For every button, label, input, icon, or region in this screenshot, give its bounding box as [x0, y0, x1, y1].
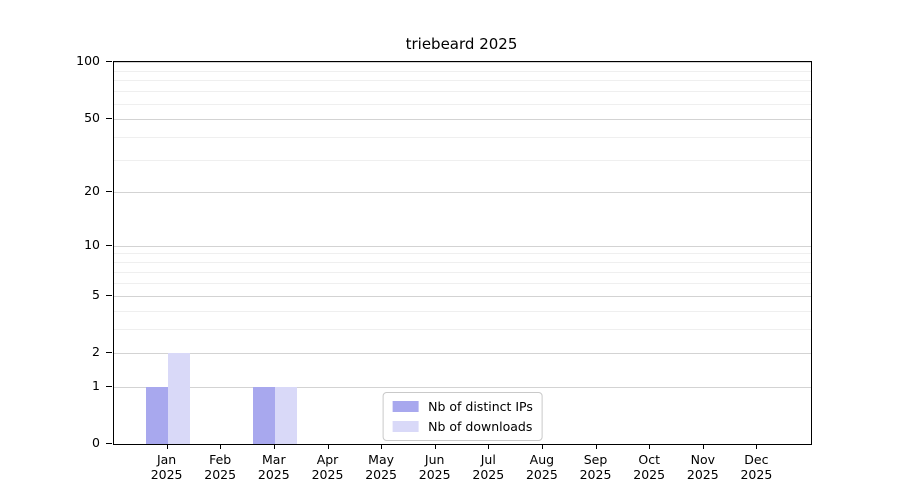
x-tick-mark: [702, 444, 704, 449]
x-tick-label: May 2025: [365, 452, 397, 482]
x-tick-mark: [756, 444, 758, 449]
y-tick-mark: [106, 294, 112, 296]
major-gridline: [114, 62, 811, 63]
minor-gridline: [114, 329, 811, 331]
x-tick-label: Jan 2025: [150, 452, 183, 482]
x-tick-label: Apr 2025: [311, 452, 344, 482]
x-tick-label: Aug 2025: [525, 452, 558, 482]
x-tick-mark: [488, 444, 490, 449]
x-tick-mark: [273, 444, 275, 449]
chart-title: triebeard 2025: [405, 35, 518, 53]
y-tick-mark: [106, 117, 112, 119]
x-tick-mark: [327, 444, 329, 449]
minor-gridline: [114, 271, 811, 273]
x-tick-mark: [541, 444, 543, 449]
x-tick-mark: [166, 444, 168, 449]
y-tick-label: 2: [92, 344, 100, 360]
legend-label: Nb of downloads: [428, 419, 533, 434]
major-gridline: [114, 386, 811, 388]
y-tick-label: 100: [76, 53, 100, 68]
x-tick-mark: [220, 444, 222, 449]
legend-label: Nb of distinct IPs: [428, 399, 533, 414]
x-tick-label: Oct 2025: [633, 452, 666, 482]
minor-gridline: [114, 310, 811, 312]
y-tick-mark: [106, 385, 112, 387]
y-tick-mark: [106, 443, 112, 444]
major-gridline: [114, 118, 811, 120]
minor-gridline: [114, 262, 811, 264]
legend-row: Nb of distinct IPs: [392, 399, 533, 414]
minor-gridline: [114, 103, 811, 105]
plot-area: Nb of distinct IPs Nb of downloads: [113, 61, 812, 445]
x-tick-label: Dec 2025: [740, 452, 773, 482]
x-tick-label: Feb 2025: [204, 452, 237, 482]
legend-row: Nb of downloads: [392, 419, 533, 434]
y-tick-label: 1: [92, 377, 100, 393]
legend-swatch: [392, 421, 419, 432]
x-tick-mark: [649, 444, 651, 449]
major-gridline: [114, 192, 811, 193]
bar-nb-of-downloads-mar: [274, 386, 297, 444]
y-tick-label: 20: [84, 183, 100, 198]
minor-gridline: [114, 91, 811, 93]
minor-gridline: [114, 253, 811, 255]
legend-swatch: [392, 401, 419, 412]
major-gridline: [114, 245, 811, 247]
x-tick-label: Jul 2025: [472, 452, 505, 482]
y-tick-mark: [106, 61, 112, 62]
major-gridline: [114, 353, 811, 355]
minor-gridline: [114, 159, 811, 161]
bar-nb-of-distinct-ips-jan: [145, 386, 168, 444]
y-tick-label: 5: [92, 286, 100, 302]
y-tick-mark: [106, 244, 112, 246]
y-tick-label: 0: [92, 435, 100, 450]
bar-nb-of-downloads-jan: [167, 353, 190, 444]
x-tick-label: Mar 2025: [257, 452, 290, 482]
legend: Nb of distinct IPs Nb of downloads: [382, 392, 543, 441]
minor-gridline: [114, 70, 811, 72]
minor-gridline: [114, 136, 811, 138]
y-tick-label: 10: [84, 236, 100, 252]
bar-nb-of-distinct-ips-mar: [252, 386, 275, 444]
y-tick-label: 50: [84, 109, 100, 125]
x-tick-mark: [434, 444, 436, 449]
x-tick-label: Sep 2025: [579, 452, 612, 482]
minor-gridline: [114, 80, 811, 82]
x-tick-label: Nov 2025: [686, 452, 719, 482]
y-tick-mark: [106, 191, 112, 192]
y-tick-mark: [106, 352, 112, 354]
x-tick-mark: [381, 444, 383, 449]
x-tick-mark: [595, 444, 597, 449]
major-gridline: [114, 295, 811, 297]
x-tick-label: Jun 2025: [418, 452, 451, 482]
minor-gridline: [114, 282, 811, 284]
